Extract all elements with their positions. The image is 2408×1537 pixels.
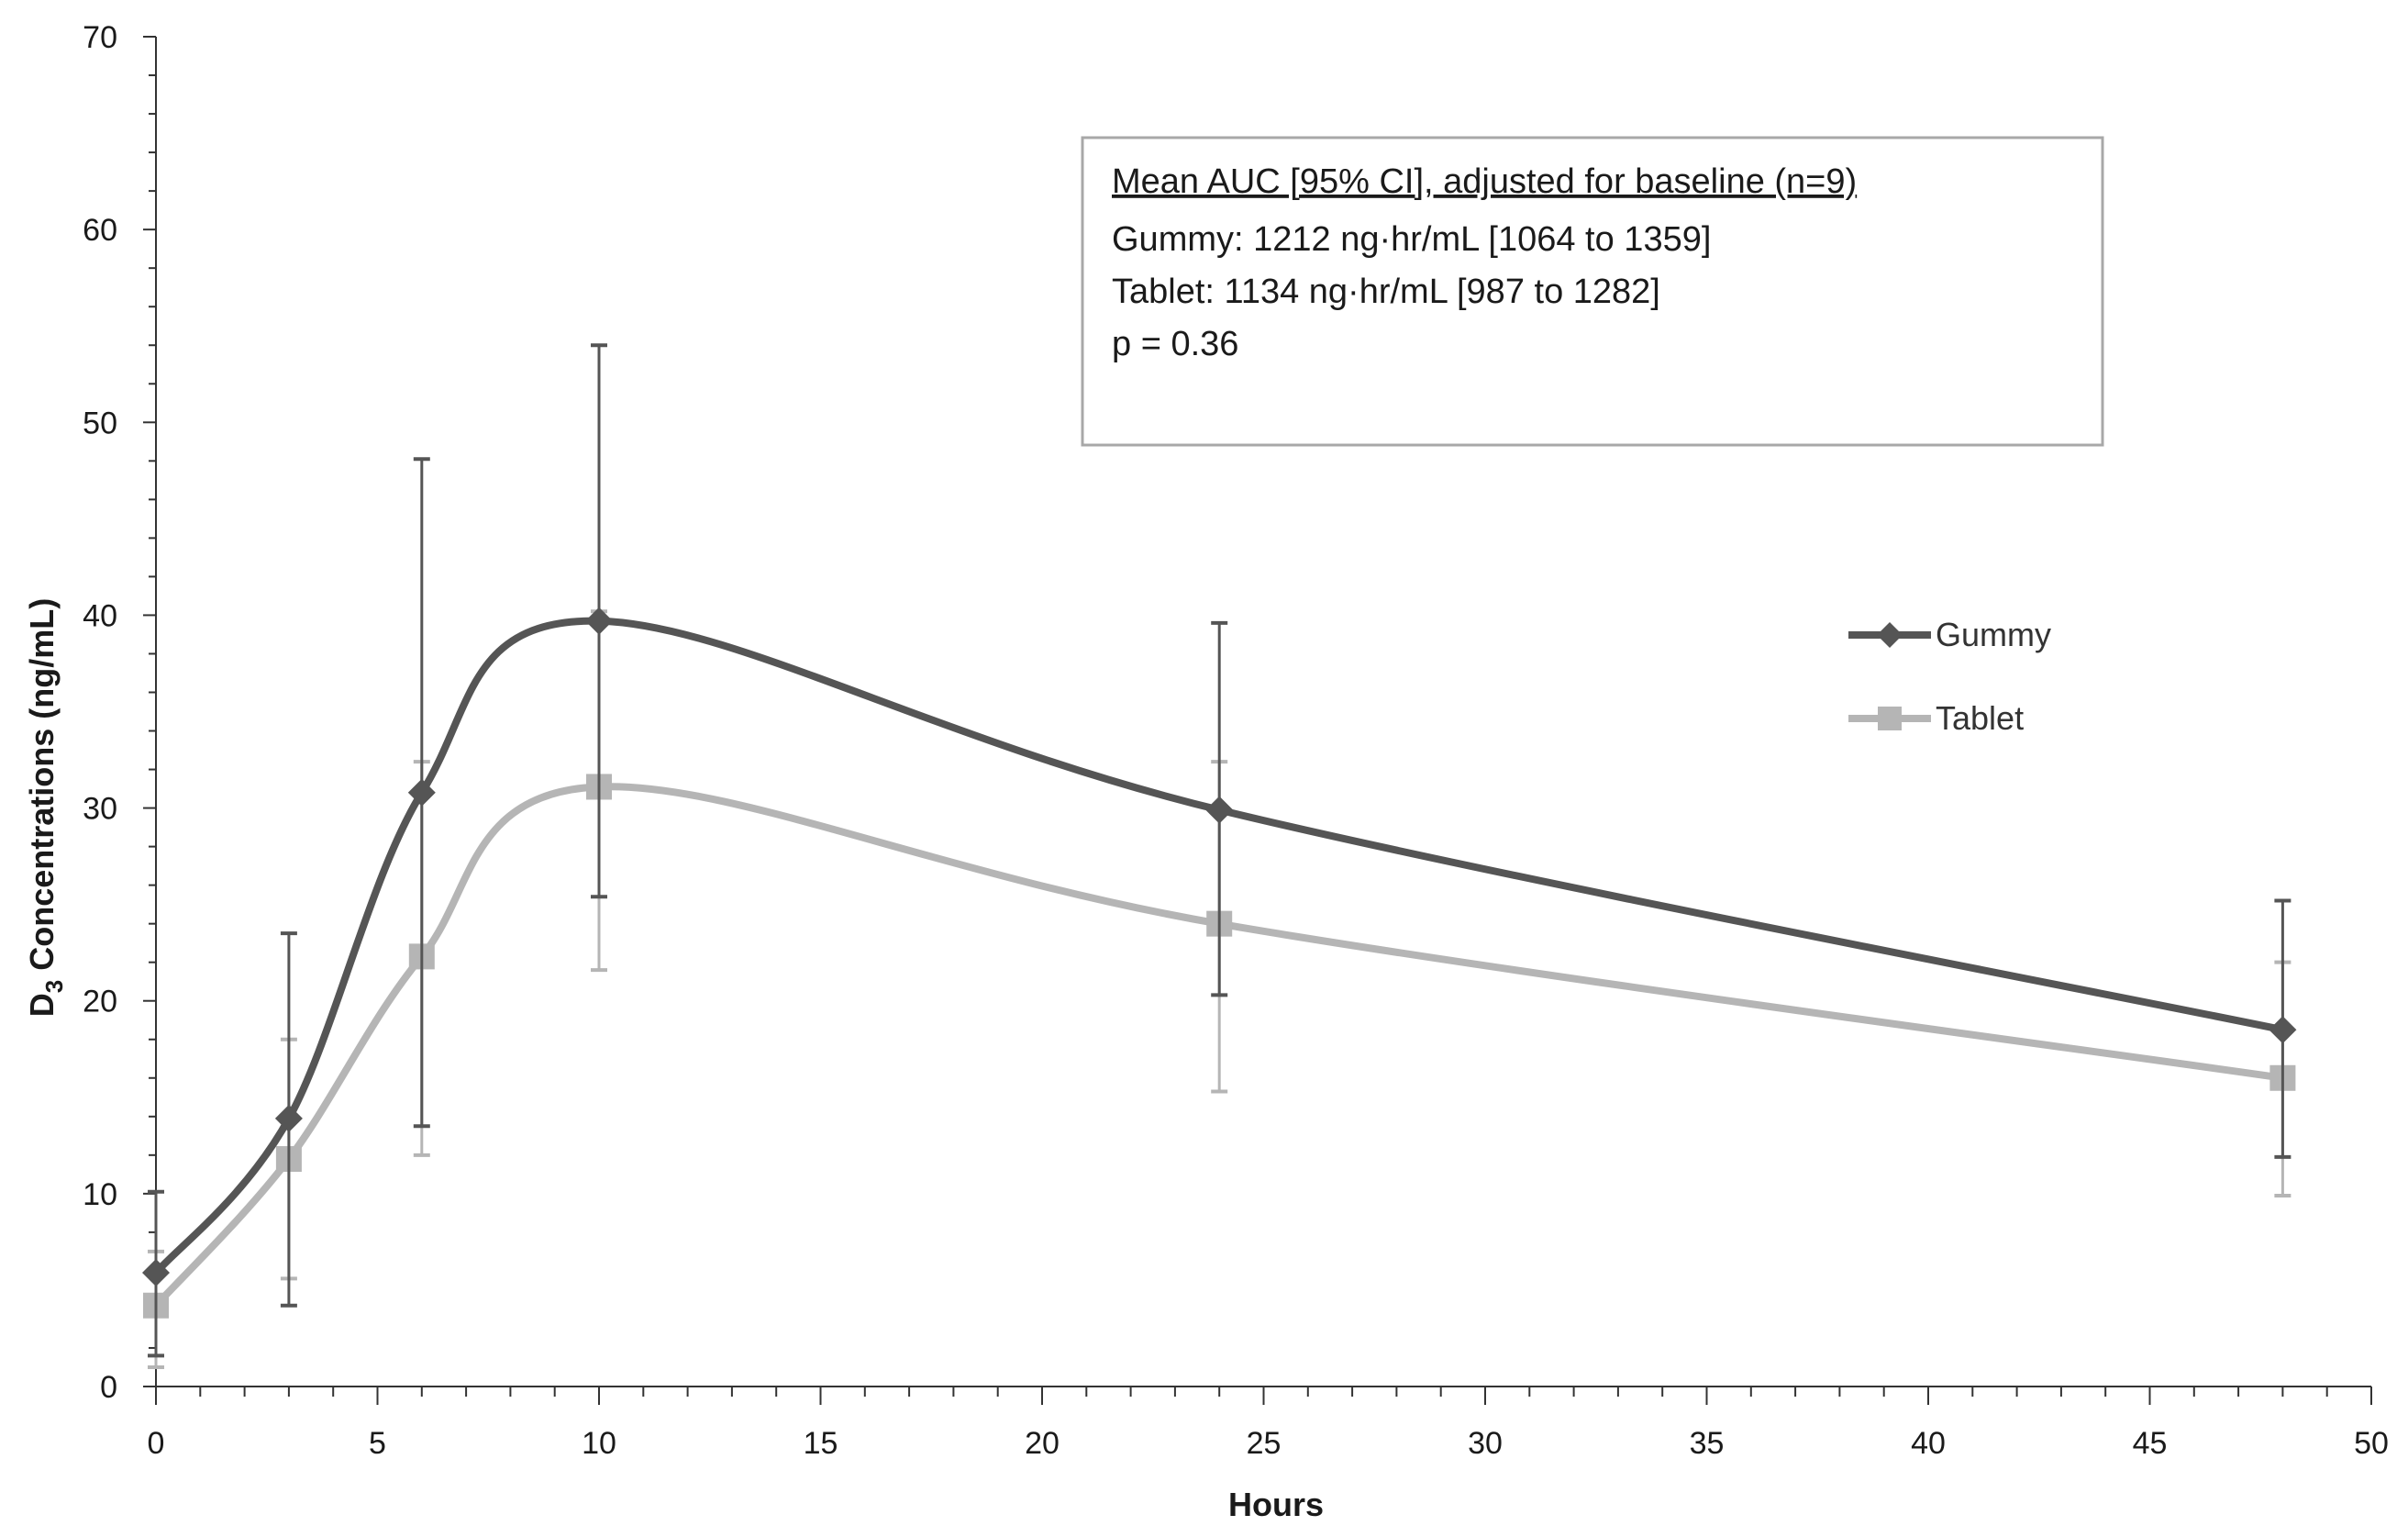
y-tick-label: 70: [83, 20, 117, 55]
x-tick-label: 10: [582, 1426, 616, 1461]
x-axis-ticks: 0 5 10 15 20 25 30 35 40 45 50: [148, 1387, 2389, 1461]
gummy-point: [585, 607, 613, 635]
series-gummy: [142, 343, 2297, 1358]
gummy-point: [2269, 1016, 2297, 1044]
y-axis-ticks: 0 10 20 30 40 50 60 70: [83, 20, 156, 1405]
x-tick-label: 5: [369, 1426, 386, 1461]
gummy-point: [142, 1259, 170, 1287]
x-tick-label: 50: [2354, 1426, 2389, 1461]
legend-gummy-marker: [1877, 622, 1903, 648]
legend-tablet-label: Tablet: [1936, 699, 2024, 737]
y-tick-label: 30: [83, 792, 117, 827]
legend-tablet-marker: [1878, 707, 1902, 730]
tablet-line: [153, 783, 2283, 1309]
y-axis-title: D3 Concentrations (ng/mL): [23, 598, 68, 1017]
y-tick-label: 60: [83, 213, 117, 248]
y-tick-label: 0: [100, 1370, 117, 1405]
y-tick-label: 40: [83, 598, 117, 633]
annotation-line-tablet: Tablet: 1134 ng·hr/mL [987 to 1282]: [1112, 273, 1660, 311]
y-axis-title-rest: Concentrations (ng/mL): [23, 598, 61, 980]
legend-gummy-label: Gummy: [1936, 616, 2051, 653]
auc-annotation-box: Mean AUC [95% CI], adjusted for baseline…: [1081, 136, 2104, 447]
annotation-heading: Mean AUC [95% CI], adjusted for baseline…: [1112, 162, 1857, 201]
x-tick-label: 45: [2133, 1426, 2168, 1461]
y-tick-label: 20: [83, 985, 117, 1019]
gummy-point: [274, 1104, 303, 1132]
x-tick-label: 35: [1690, 1426, 1725, 1461]
x-tick-label: 20: [1025, 1426, 1060, 1461]
x-tick-label: 30: [1468, 1426, 1503, 1461]
y-axis-title-subscript: 3: [40, 980, 68, 993]
x-tick-label: 15: [804, 1426, 838, 1461]
annotation-line-gummy: Gummy: 1212 ng·hr/mL [1064 to 1359]: [1112, 220, 1711, 259]
legend: Gummy Tablet: [1848, 616, 2051, 737]
y-axis-title-main: D: [23, 993, 61, 1017]
annotation-line-pvalue: p = 0.36: [1112, 325, 1238, 363]
x-tick-label: 0: [148, 1426, 165, 1461]
x-tick-label: 25: [1247, 1426, 1282, 1461]
gummy-point: [1205, 796, 1234, 824]
gummy-line: [152, 617, 2284, 1275]
x-axis-title: Hours: [1228, 1486, 1324, 1523]
x-tick-label: 40: [1911, 1426, 1946, 1461]
annotation-frame: [1081, 136, 2104, 447]
gummy-point: [407, 778, 436, 807]
y-tick-label: 10: [83, 1177, 117, 1212]
y-tick-label: 50: [83, 406, 117, 440]
